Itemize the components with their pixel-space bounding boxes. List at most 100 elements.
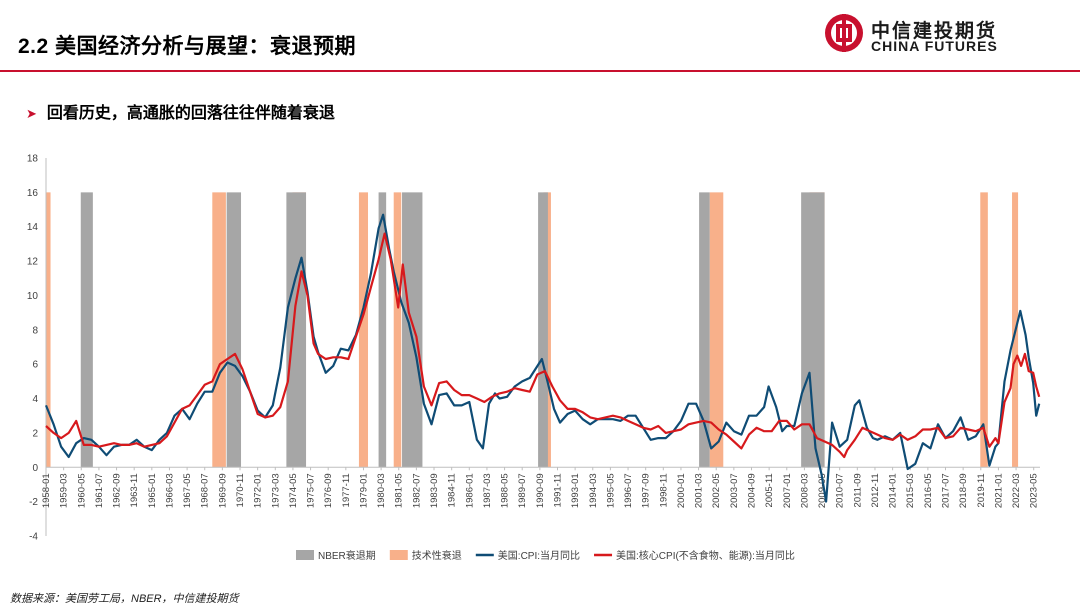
legend-swatch [296,550,314,560]
technical-recession-band [980,192,988,468]
x-tick-label: 1996-07 [623,473,634,508]
x-tick-label: 1972-01 [253,473,264,508]
nber-recession-band [801,192,825,468]
legend-label: 美国:CPI:当月同比 [498,549,580,562]
x-tick-label: 1983-09 [429,473,440,508]
logo-english-name: CHINA FUTURES [871,38,998,54]
company-logo: 中信建投期货 CHINA FUTURES [823,12,1071,58]
y-tick-label: 6 [32,360,38,371]
header-divider [0,70,1080,72]
y-tick-label: 8 [32,325,38,336]
y-tick-label: 14 [27,222,39,233]
x-tick-label: 1960-05 [76,473,87,508]
y-tick-label: -2 [29,497,38,508]
nber-recession-band [402,192,423,468]
x-tick-label: 2000-01 [676,473,687,508]
logo-chinese-name: 中信建投期货 [871,21,998,42]
x-tick-label: 2023-05 [1029,473,1040,508]
technical-recession-band [212,192,226,468]
y-tick-label: 4 [32,394,38,405]
x-tick-label: 2010-07 [835,473,846,508]
x-tick-label: 1993-01 [570,473,581,508]
x-tick-label: 2009-05 [817,473,828,508]
x-tick-label: 2019-11 [976,473,987,507]
y-tick-label: 2 [32,428,38,439]
x-tick-label: 1963-11 [129,473,140,507]
y-tick-label: -4 [29,532,38,543]
cpi-chart: -4 -2 0 2 4 6 8 10 12 14 16 18 1958-01 1959-03 1960-05… [27,154,1041,562]
x-tick-label: 1968-07 [200,473,211,508]
x-tick-label: 2005-11 [764,473,775,507]
x-tick-label: 1977-11 [341,473,352,507]
legend-label: 美国:核心CPI(不含食物、能源):当月同比 [616,549,795,562]
x-tick-label: 1986-01 [464,473,475,508]
nber-recession-band [378,192,387,468]
technical-recession-band [358,192,369,468]
y-tick-label: 16 [27,188,39,199]
x-tick-label: 1997-09 [641,473,652,508]
x-tick-label: 2008-03 [799,473,810,508]
x-tick-label: 1973-03 [270,473,281,508]
x-tick-label: 1980-03 [376,473,387,508]
x-tick-label: 1989-07 [517,473,528,508]
legend-label: 技术性衰退 [412,549,462,562]
subtitle-text: 回看历史，高通胀的回落往往伴随着衰退 [46,105,335,122]
x-tick-label: 1990-09 [535,473,546,508]
y-tick-label: 10 [27,291,39,302]
x-tick-label: 1958-01 [41,473,52,508]
x-tick-label: 2017-07 [941,473,952,508]
page-title: 2.2 美国经济分析与展望：衰退预期 [18,35,357,58]
nber-recession-band [226,192,242,468]
x-tick-label: 2003-07 [729,473,740,508]
arrow-right-icon: ➤ [26,106,37,121]
x-tick-label: 2021-01 [993,473,1004,508]
x-tick-label: 1991-11 [552,473,563,507]
x-tick-label: 1970-11 [235,473,246,507]
x-tick-label: 2012-11 [870,473,881,507]
nber-recession-band [286,192,307,468]
nber-recession-band [80,192,93,468]
x-tick-label: 1979-01 [358,473,369,508]
x-tick-label: 1974-05 [288,473,299,508]
x-tick-label: 1982-07 [411,473,422,508]
data-source-note: 数据来源：美国劳工局，NBER，中信建投期货 [10,593,239,605]
x-tick-label: 2016-05 [923,473,934,508]
nber-recession-band [538,192,548,468]
technical-recession-band [393,192,402,468]
x-tick-label: 1969-09 [217,473,228,508]
y-tick-label: 0 [32,463,38,474]
x-tick-label: 2015-03 [905,473,916,508]
slide-subtitle: ➤ 回看历史，高通胀的回落往往伴随着衰退 [26,99,335,123]
legend-label: NBER衰退期 [318,549,376,562]
recession-bands [46,192,1019,468]
x-tick-label: 2018-09 [958,473,969,508]
x-tick-label: 1976-09 [323,473,334,508]
x-tick-label: 2001-03 [694,473,705,508]
x-tick-label: 1961-07 [94,473,105,508]
x-tick-label: 2014-01 [888,473,899,508]
y-tick-label: 18 [27,154,39,165]
x-tick-label: 1984-11 [447,473,458,507]
x-tick-label: 2022-03 [1011,473,1022,508]
chart-axes: -4 -2 0 2 4 6 8 10 12 14 16 18 1958-01 1959-03 1960-05… [27,154,1040,543]
y-tick-label: 12 [27,257,39,268]
x-tick-label: 1965-01 [147,473,158,508]
citic-logo-icon [825,14,863,52]
x-tick-label: 1975-07 [306,473,317,508]
technical-recession-band [709,192,724,468]
x-tick-label: 1962-09 [112,473,123,508]
x-tick-label: 1987-03 [482,473,493,508]
x-tick-label: 1959-03 [59,473,70,508]
x-tick-label: 1981-05 [394,473,405,508]
x-tick-label: 2002-05 [711,473,722,508]
x-tick-label: 1988-05 [500,473,511,508]
header: 2.2 美国经济分析与展望：衰退预期 中信建投期货 CHINA FUTURES [0,0,1080,72]
x-tick-label: 2011-09 [852,473,863,507]
nber-recession-band [699,192,710,468]
series-line [45,232,1041,459]
x-tick-label: 1966-03 [164,473,175,508]
series-lines [44,213,1041,503]
x-tick-label: 1998-11 [658,473,669,507]
x-tick-label: 1967-05 [182,473,193,508]
technical-recession-band [46,192,51,468]
